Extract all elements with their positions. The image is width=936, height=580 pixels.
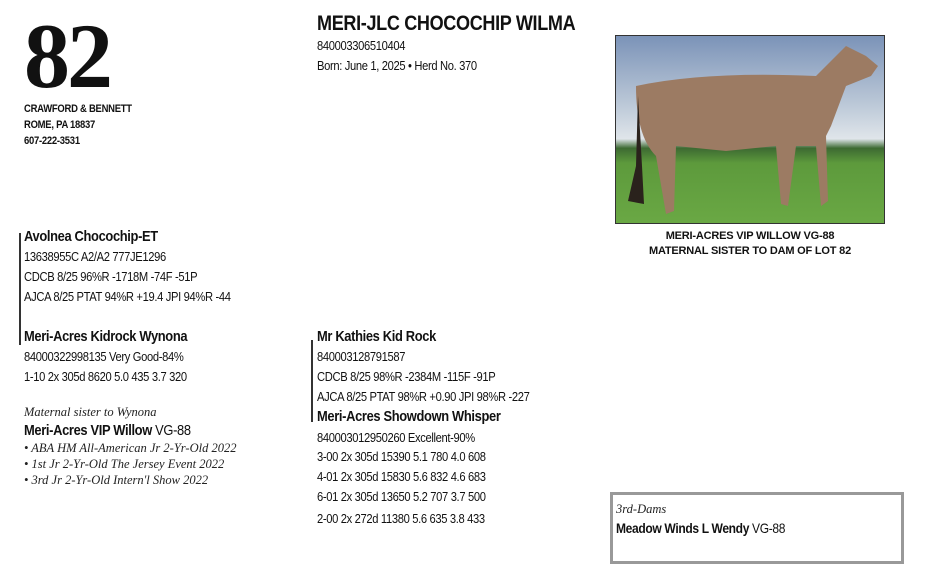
third-dam-box: 3rd-Dams Meadow Winds L Wendy VG-88 — [610, 492, 904, 564]
photo-caption-1: MERI-ACRES VIP WILLOW VG-88 — [665, 230, 835, 242]
pedigree-bracket — [19, 233, 21, 345]
sire-line-3: AJCA 8/25 PTAT 94%R +19.4 JPI 94%R -44 — [24, 289, 231, 304]
sister-bullet: • 1st Jr 2-Yr-Old The Jersey Event 2022 — [24, 457, 225, 471]
granddam-record: 4-01 2x 305d 15830 5.6 832 4.6 683 — [317, 469, 486, 484]
granddam-record: 3-00 2x 305d 15390 5.1 780 4.0 608 — [317, 449, 486, 464]
animal-name: MERI-JLC CHOCOCHIP WILMA — [317, 12, 576, 35]
animal-reg: 840003306510404 — [317, 38, 406, 53]
third-dam-score: VG-88 — [749, 520, 786, 536]
sister-score: VG-88 — [151, 422, 191, 439]
damsire-line-1: 840003128791587 — [317, 349, 406, 364]
third-dam-name: Meadow Winds L Wendy — [616, 520, 750, 536]
damsire-bracket — [311, 340, 313, 422]
cow-image — [628, 46, 878, 214]
consignor-city: ROME, PA 18837 — [24, 119, 96, 131]
third-dam-label: 3rd-Dams — [616, 502, 667, 516]
consignor-phone: 607-222-3531 — [24, 135, 80, 147]
sister-note: Maternal sister to Wynona — [24, 405, 157, 419]
granddam-record: 6-01 2x 305d 13650 5.2 707 3.7 500 — [317, 489, 486, 504]
sister-bullet: • ABA HM All-American Jr 2-Yr-Old 2022 — [24, 441, 237, 455]
third-dam-heading: Meadow Winds L Wendy VG-88 — [616, 520, 785, 537]
lot-number: 82 — [24, 5, 113, 107]
dam-line-1: 84000322998135 Very Good-84% — [24, 349, 184, 364]
sire-line-1: 13638955C A2/A2 777JE1296 — [24, 249, 166, 264]
sire-name: Avolnea Chocochip-ET — [24, 228, 158, 245]
sire-line-2: CDCB 8/25 96%R -1718M -74F -51P — [24, 269, 198, 284]
sister-bullet: • 3rd Jr 2-Yr-Old Intern'l Show 2022 — [24, 473, 209, 487]
consignor: CRAWFORD & BENNETT — [24, 103, 132, 115]
damsire-name: Mr Kathies Kid Rock — [317, 328, 436, 345]
photo-caption-2: MATERNAL SISTER TO DAM OF LOT 82 — [649, 245, 851, 257]
granddam-line-1: 840003012950260 Excellent-90% — [317, 430, 475, 445]
damsire-line-2: CDCB 8/25 98%R -2384M -115F -91P — [317, 369, 496, 384]
sister-name: Meri-Acres VIP Willow — [24, 422, 152, 439]
dam-name: Meri-Acres Kidrock Wynona — [24, 328, 188, 345]
granddam-name: Meri-Acres Showdown Whisper — [317, 408, 501, 425]
sister-heading: Meri-Acres VIP Willow VG-88 — [24, 422, 191, 440]
cow-photo — [615, 35, 885, 224]
animal-born: Born: June 1, 2025 • Herd No. 370 — [317, 58, 477, 73]
granddam-record: 2-00 2x 272d 11380 5.6 635 3.8 433 — [317, 511, 485, 526]
dam-line-2: 1-10 2x 305d 8620 5.0 435 3.7 320 — [24, 369, 187, 384]
damsire-line-3: AJCA 8/25 PTAT 98%R +0.90 JPI 98%R -227 — [317, 389, 530, 404]
